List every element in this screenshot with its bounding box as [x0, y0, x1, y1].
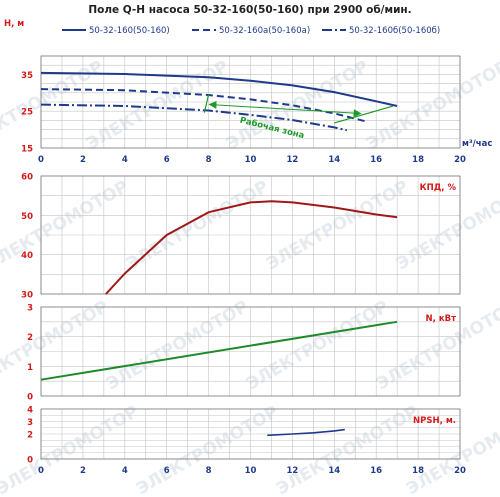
- y-tick-label: 4: [27, 406, 33, 416]
- x-axis-label: м³/час: [462, 139, 492, 149]
- series-line: [40, 320, 398, 381]
- watermark-text: ЭЛЕКТРОМОТОР: [243, 297, 392, 395]
- x-tick-label: 10: [245, 155, 257, 165]
- watermark-text: ЭЛЕКТРОМОТОР: [263, 177, 412, 275]
- x-tick-label: 12: [286, 155, 298, 165]
- y-tick-label: 1: [27, 363, 33, 373]
- zone-arrow-right: [285, 108, 362, 118]
- series-line: [40, 103, 348, 132]
- y-tick-label: 3: [27, 418, 33, 428]
- panel-2: 30 40 50 60 КПД, %: [21, 173, 461, 301]
- watermark-text: ЭЛЕКТРОМОТОР: [123, 177, 272, 275]
- watermark-text: ЭЛЕКТРОМОТОР: [0, 297, 112, 395]
- panel-3: 0 1 2 3 N, кВт: [27, 304, 461, 403]
- x-tick-label: 6: [164, 466, 170, 476]
- watermark-text: ЭЛЕКТРОМОТОР: [273, 402, 422, 497]
- legend: 50-32-160(50-160) 50-32-160а(50-160а) 50-3…: [62, 26, 440, 36]
- y-axis-label: NPSH, м.: [413, 416, 456, 426]
- y-tick-label: 2: [27, 333, 33, 343]
- x-tick-label: 6: [164, 155, 170, 165]
- watermark-text: ЭЛЕКТРОМОТОР: [0, 402, 142, 497]
- y-tick-label: 0: [27, 456, 33, 466]
- x-tick-label: 10: [245, 466, 257, 476]
- plot-frame: [40, 408, 461, 460]
- series-line: [105, 200, 398, 295]
- x-tick-label: 8: [206, 466, 212, 476]
- chart-title: Поле Q-H насоса 50-32-160(50-160) при 29…: [88, 4, 411, 16]
- x-tick-label: 16: [370, 155, 382, 165]
- x-tick-label: 18: [412, 155, 424, 165]
- x-tick-label: 4: [122, 155, 128, 165]
- y-axis-label: H, м: [4, 19, 24, 29]
- zone-boundary-left: [203, 94, 210, 113]
- legend-entry: 50-32-160б(50-160б): [349, 26, 440, 36]
- y-tick-label: 25: [21, 108, 33, 118]
- zone-boundary-right: [334, 105, 394, 124]
- y-tick-label: 40: [21, 251, 33, 261]
- x-tick-label: 4: [122, 466, 128, 476]
- x-tick-label: 0: [38, 155, 44, 165]
- x-tick-label: 14: [328, 155, 340, 165]
- plot-frame: [40, 175, 461, 295]
- y-tick-label: 0: [27, 393, 33, 403]
- x-tick-label: 8: [206, 155, 212, 165]
- series-line: [267, 428, 345, 437]
- plot-frame: [40, 55, 461, 149]
- y-tick-label: 3: [27, 304, 33, 314]
- x-tick-label: 16: [370, 466, 382, 476]
- x-tick-label: 12: [286, 466, 298, 476]
- x-tick-label: 2: [80, 466, 86, 476]
- y-tick-label: 15: [21, 145, 33, 155]
- y-tick-label: 60: [21, 173, 33, 183]
- x-tick-label: 18: [412, 466, 424, 476]
- x-tick-label: 14: [328, 466, 340, 476]
- x-tick-label: 20: [454, 466, 466, 476]
- x-tick-label: 2: [80, 155, 86, 165]
- plot-frame: [40, 306, 461, 397]
- series-line: [40, 71, 398, 107]
- watermark-text: ЭЛЕКТРОМОТОР: [133, 402, 282, 497]
- panel-4: 0 2 3 4 0 2 4 6 8 10 12 14 16 18 20 NPSH, м.: [27, 406, 466, 477]
- zone-arrow-left: [208, 100, 286, 110]
- legend-entry: 50-32-160а(50-160а): [219, 26, 310, 36]
- y-tick-label: 30: [21, 291, 33, 301]
- y-tick-label: 35: [21, 71, 33, 81]
- series-line: [40, 88, 369, 123]
- watermark-text: ЭЛЕКТРОМОТОР: [373, 297, 500, 395]
- watermark-text: ЭЛЕКТРОМОТОР: [0, 177, 132, 275]
- y-tick-label: 50: [21, 212, 33, 222]
- y-axis-label: КПД, %: [420, 183, 457, 193]
- x-tick-label: 0: [38, 466, 44, 476]
- y-axis-label: N, кВт: [426, 314, 457, 324]
- y-tick-label: 2: [27, 431, 33, 441]
- legend-entry: 50-32-160(50-160): [89, 26, 170, 36]
- x-tick-label: 20: [454, 155, 466, 165]
